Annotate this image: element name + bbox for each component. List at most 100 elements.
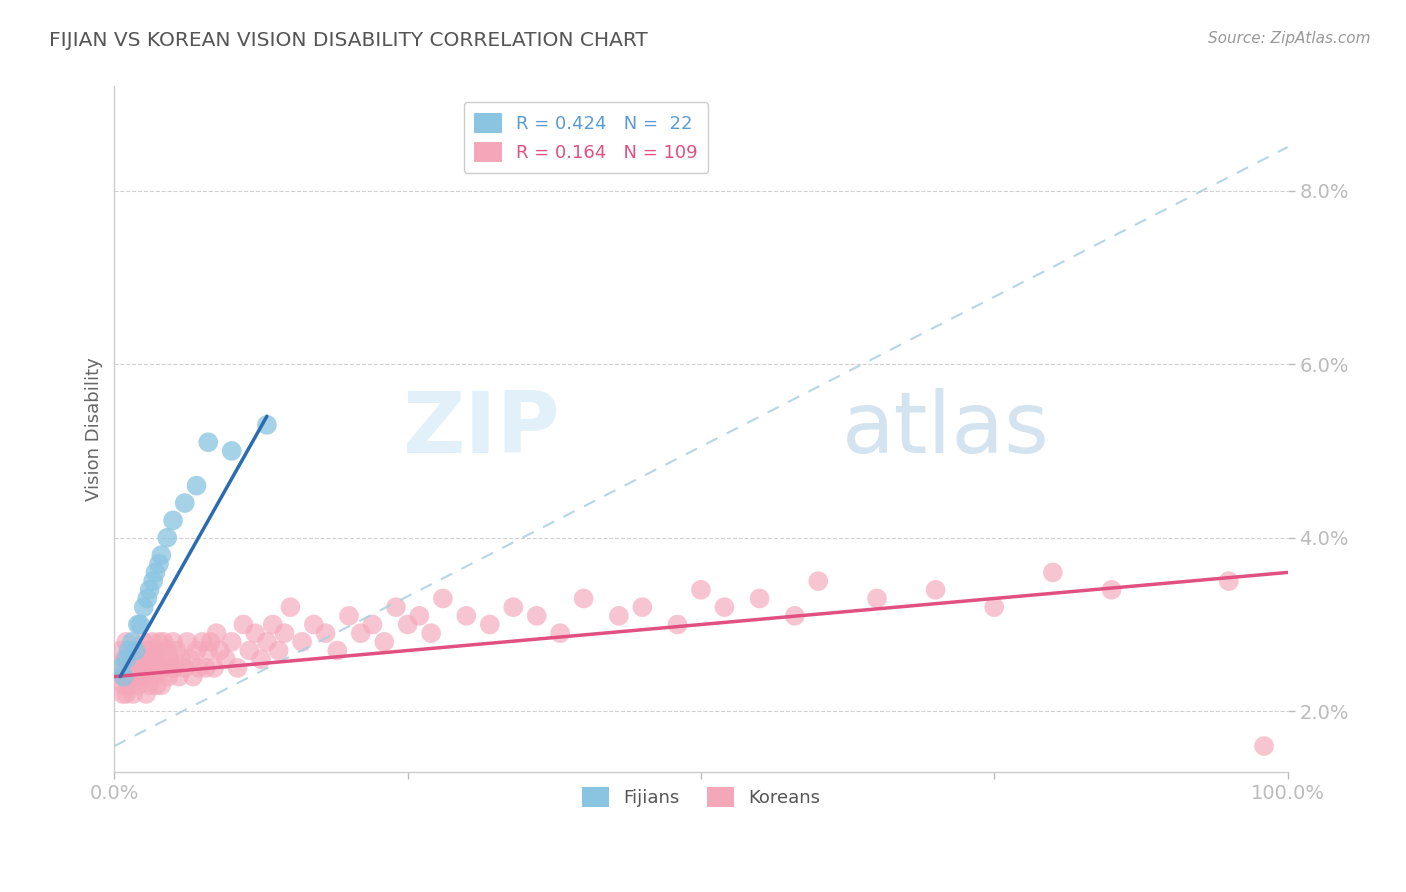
Point (396, 617, 419, 632)
Point (548, 626, 571, 640)
Point (200, 635, 222, 649)
Point (226, 661, 249, 675)
Point (315, 626, 337, 640)
Point (631, 600, 654, 615)
Point (146, 661, 169, 675)
Point (110, 643, 132, 657)
Point (129, 652, 152, 666)
Point (250, 652, 273, 666)
Point (156, 643, 179, 657)
Point (666, 617, 689, 632)
Point (238, 643, 260, 657)
Point (202, 661, 225, 675)
Point (132, 670, 155, 684)
Point (159, 661, 181, 675)
Point (256, 417, 278, 432)
Point (456, 608, 478, 623)
Point (127, 617, 149, 632)
Point (572, 591, 595, 606)
Point (502, 600, 524, 615)
Point (138, 652, 160, 666)
Point (125, 661, 148, 675)
Point (127, 643, 149, 657)
Point (153, 661, 176, 675)
Point (983, 600, 1005, 615)
Point (1101, 582, 1123, 597)
Point (112, 652, 135, 666)
Point (176, 635, 198, 649)
Point (148, 557, 170, 571)
Point (117, 661, 139, 675)
Point (302, 617, 325, 632)
Point (120, 652, 142, 666)
Point (420, 626, 443, 640)
Point (150, 652, 173, 666)
Point (112, 678, 135, 692)
Point (215, 652, 238, 666)
Point (478, 617, 501, 632)
Point (115, 652, 138, 666)
Point (181, 670, 204, 684)
Point (115, 635, 138, 649)
Point (115, 687, 138, 701)
Point (191, 635, 214, 649)
Point (607, 608, 630, 623)
Point (1253, 739, 1275, 753)
Point (159, 652, 181, 666)
Point (115, 670, 138, 684)
Point (121, 635, 143, 649)
Point (1218, 574, 1240, 588)
Point (145, 643, 167, 657)
Point (135, 687, 157, 701)
Point (337, 608, 360, 623)
Point (166, 643, 188, 657)
Point (194, 661, 217, 675)
Point (142, 670, 165, 684)
Point (145, 566, 167, 580)
Point (385, 600, 408, 615)
Text: Source: ZipAtlas.com: Source: ZipAtlas.com (1208, 31, 1371, 46)
Point (141, 635, 163, 649)
Point (132, 635, 155, 649)
Point (138, 678, 160, 692)
Point (148, 635, 170, 649)
Text: ZIP: ZIP (402, 388, 560, 471)
Point (205, 626, 228, 640)
Point (187, 661, 209, 675)
Point (432, 591, 454, 606)
Point (326, 643, 349, 657)
Point (131, 661, 153, 675)
Point (170, 652, 193, 666)
Point (807, 574, 830, 588)
Point (117, 643, 139, 657)
Point (111, 687, 134, 701)
Point (129, 617, 152, 632)
Point (128, 670, 150, 684)
Point (156, 531, 179, 545)
Legend: Fijians, Koreans: Fijians, Koreans (575, 780, 827, 814)
Text: FIJIAN VS KOREAN VISION DISABILITY CORRELATION CHART: FIJIAN VS KOREAN VISION DISABILITY CORRE… (49, 31, 648, 50)
Point (142, 574, 165, 588)
Text: atlas: atlas (842, 388, 1050, 471)
Point (173, 661, 195, 675)
Point (267, 643, 290, 657)
Point (713, 600, 735, 615)
Point (162, 635, 184, 649)
Point (110, 670, 132, 684)
Point (221, 444, 243, 458)
Point (690, 582, 713, 597)
Point (186, 643, 208, 657)
Y-axis label: Vision Disability: Vision Disability (86, 358, 103, 501)
Point (121, 661, 143, 675)
Point (118, 678, 141, 692)
Point (232, 617, 254, 632)
Point (350, 626, 373, 640)
Point (197, 435, 219, 450)
Point (748, 591, 770, 606)
Point (291, 635, 314, 649)
Point (124, 670, 146, 684)
Point (136, 643, 159, 657)
Point (124, 643, 146, 657)
Point (163, 661, 186, 675)
Point (136, 591, 159, 606)
